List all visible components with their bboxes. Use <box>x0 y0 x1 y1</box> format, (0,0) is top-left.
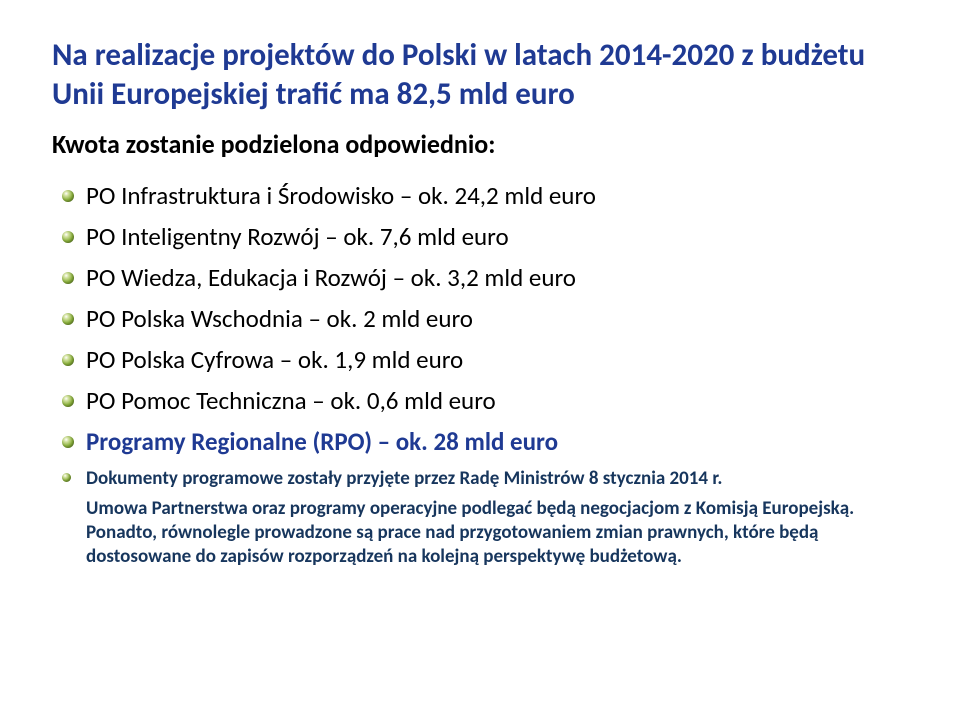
item-text: PO Pomoc Techniczna – ok. 0,6 mld euro <box>86 385 496 416</box>
note-continuation: Umowa Partnerstwa oraz programy operacyj… <box>86 497 908 569</box>
list-item: PO Inteligentny Rozwój – ok. 7,6 mld eur… <box>58 221 908 253</box>
item-text: PO Inteligentny Rozwój – ok. 7,6 mld eur… <box>86 221 509 252</box>
note-bullet-text: Dokumenty programowe zostały przyjęte pr… <box>86 467 723 490</box>
list-item: PO Polska Cyfrowa – ok. 1,9 mld euro <box>58 344 908 376</box>
slide-subtitle: Kwota zostanie podzielona odpowiednio: <box>52 128 908 160</box>
item-text-highlight: Programy Regionalne (RPO) – ok. 28 mld e… <box>86 426 558 457</box>
list-item: PO Infrastruktura i Środowisko – ok. 24,… <box>58 180 908 212</box>
item-text: PO Wiedza, Edukacja i Rozwój – ok. 3,2 m… <box>86 262 576 293</box>
list-item: PO Wiedza, Edukacja i Rozwój – ok. 3,2 m… <box>58 262 908 294</box>
item-text: PO Polska Cyfrowa – ok. 1,9 mld euro <box>86 344 463 375</box>
item-text: PO Polska Wschodnia – ok. 2 mld euro <box>86 303 473 334</box>
list-item: PO Pomoc Techniczna – ok. 0,6 mld euro <box>58 385 908 417</box>
list-item: PO Polska Wschodnia – ok. 2 mld euro <box>58 303 908 335</box>
list-item: Programy Regionalne (RPO) – ok. 28 mld e… <box>58 426 908 458</box>
program-list: PO Infrastruktura i Środowisko – ok. 24,… <box>58 180 908 491</box>
item-text: PO Infrastruktura i Środowisko – ok. 24,… <box>86 180 596 211</box>
note-bullet: Dokumenty programowe zostały przyjęte pr… <box>58 467 908 491</box>
slide-title: Na realizacje projektów do Polski w lata… <box>52 36 908 114</box>
